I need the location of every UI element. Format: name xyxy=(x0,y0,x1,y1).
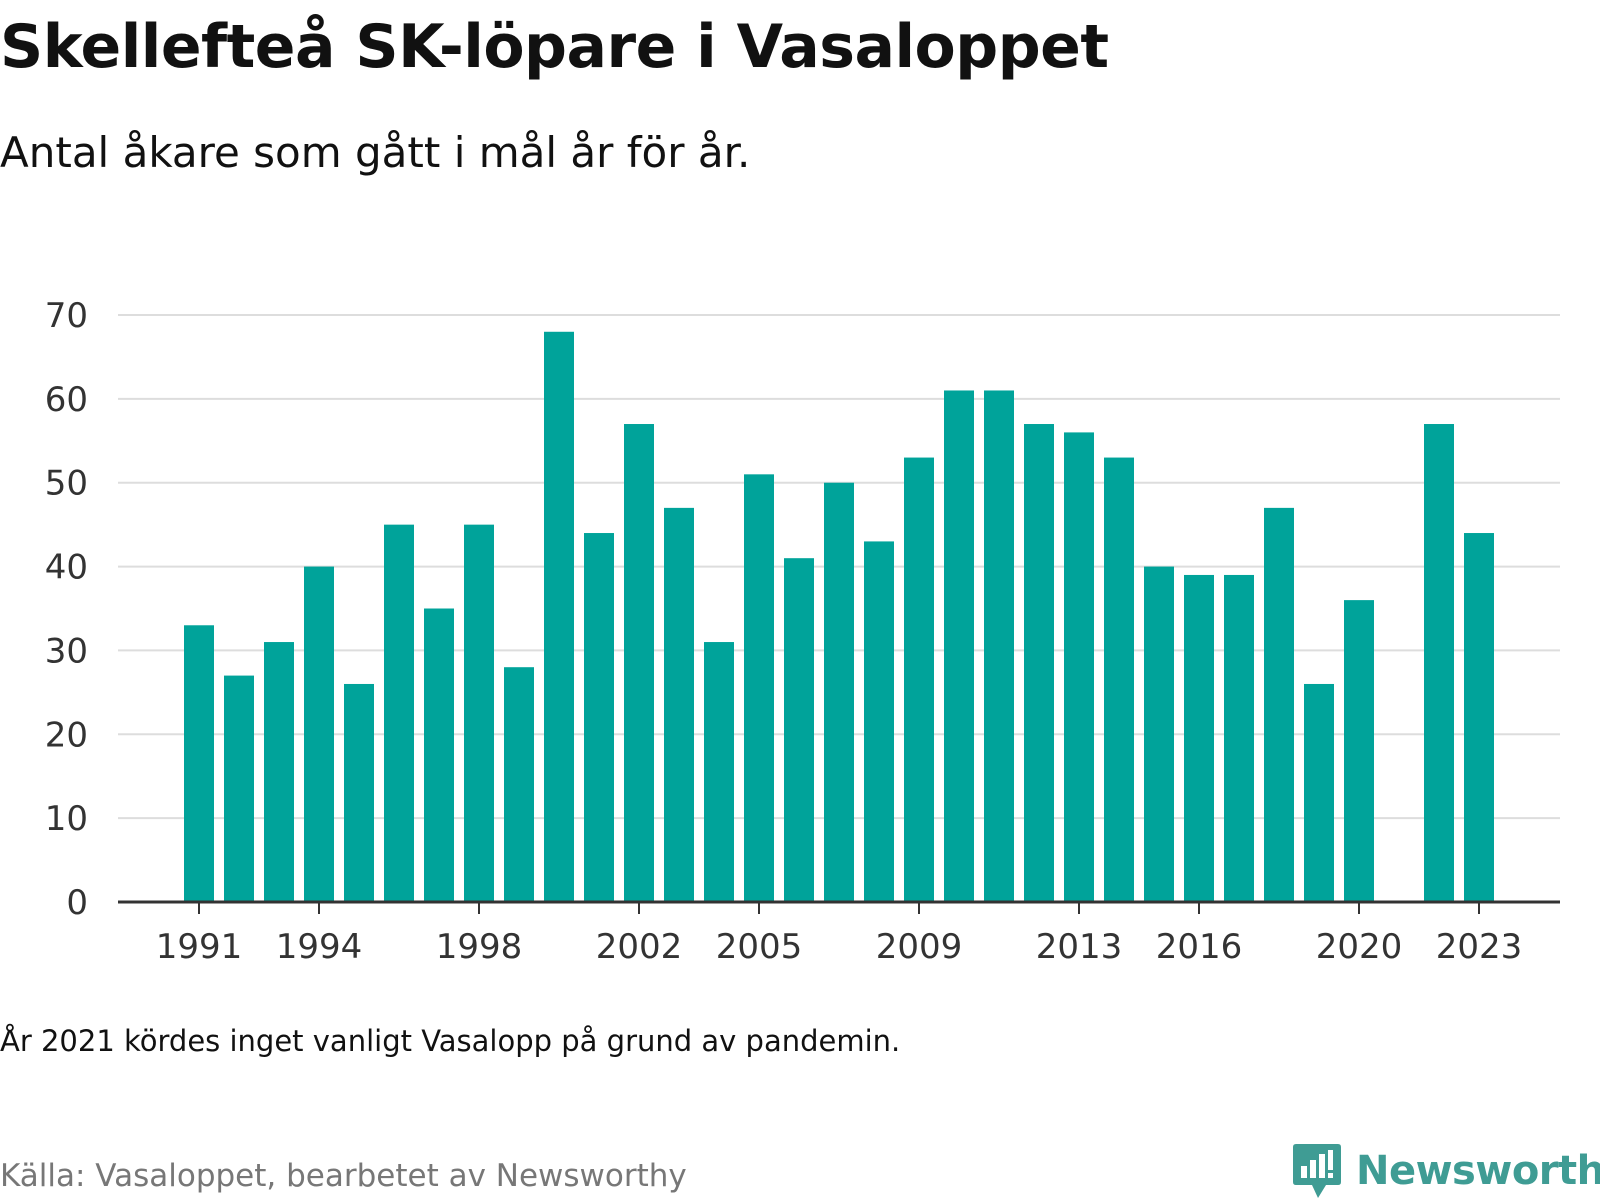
chart-note: År 2021 kördes inget vanligt Vasalopp på… xyxy=(0,1024,901,1058)
newsworthy-logo: Newsworthy xyxy=(1292,1142,1600,1200)
bar xyxy=(264,642,294,902)
newsworthy-logo-icon xyxy=(1293,1144,1341,1198)
x-tick-label: 2002 xyxy=(596,927,683,967)
bar xyxy=(544,331,574,902)
brand-name: Newsworthy xyxy=(1356,1148,1600,1194)
bar xyxy=(1424,424,1454,902)
bar xyxy=(1344,600,1374,902)
x-tick-label: 1991 xyxy=(156,927,243,967)
y-tick-label: 40 xyxy=(45,548,88,588)
bar xyxy=(224,675,254,902)
y-tick-label: 10 xyxy=(45,799,88,839)
bar xyxy=(384,524,414,902)
bar xyxy=(1224,574,1254,902)
y-tick-label: 0 xyxy=(66,883,88,923)
bar xyxy=(824,482,854,902)
x-tick-label: 1998 xyxy=(436,927,523,967)
bar xyxy=(744,474,774,902)
bar xyxy=(624,424,654,902)
y-tick-label: 60 xyxy=(45,380,88,420)
bar xyxy=(664,507,694,902)
x-tick-label: 2020 xyxy=(1316,927,1403,967)
x-tick-label: 2016 xyxy=(1156,927,1243,967)
x-tick-label: 2005 xyxy=(716,927,803,967)
bar xyxy=(704,642,734,902)
bar xyxy=(1264,507,1294,902)
bar xyxy=(1104,457,1134,902)
x-tick-label: 2009 xyxy=(876,927,963,967)
bar xyxy=(184,625,214,902)
bar xyxy=(864,541,894,902)
bar xyxy=(944,390,974,902)
bar xyxy=(584,533,614,902)
y-tick-label: 30 xyxy=(45,631,88,671)
bar xyxy=(504,667,534,902)
x-tick-label: 1994 xyxy=(276,927,363,967)
bar xyxy=(424,608,454,902)
source-credit: Källa: Vasaloppet, bearbetet av Newswort… xyxy=(0,1158,687,1194)
bar xyxy=(464,524,494,902)
x-tick-label: 2013 xyxy=(1036,927,1123,967)
bar xyxy=(984,390,1014,902)
bar xyxy=(904,457,934,902)
y-tick-label: 70 xyxy=(45,296,88,336)
x-tick-label: 2023 xyxy=(1436,927,1523,967)
bar xyxy=(1064,432,1094,902)
bar xyxy=(1024,424,1054,902)
y-tick-label: 50 xyxy=(45,464,88,504)
bar xyxy=(304,566,334,902)
bar xyxy=(344,683,374,902)
chart-title: Skellefteå SK-löpare i Vasaloppet xyxy=(0,12,1109,82)
bar xyxy=(1144,566,1174,902)
chart-subtitle: Antal åkare som gått i mål år för år. xyxy=(0,128,751,177)
bar xyxy=(784,558,814,902)
bar xyxy=(1184,574,1214,902)
bar xyxy=(1464,533,1494,902)
y-tick-label: 20 xyxy=(45,715,88,755)
bar-chart: 0 10 20 30 40 50 60 70 1991 1994 1998 2002 2005 2009 2… xyxy=(45,296,1560,967)
bar xyxy=(1304,683,1334,902)
